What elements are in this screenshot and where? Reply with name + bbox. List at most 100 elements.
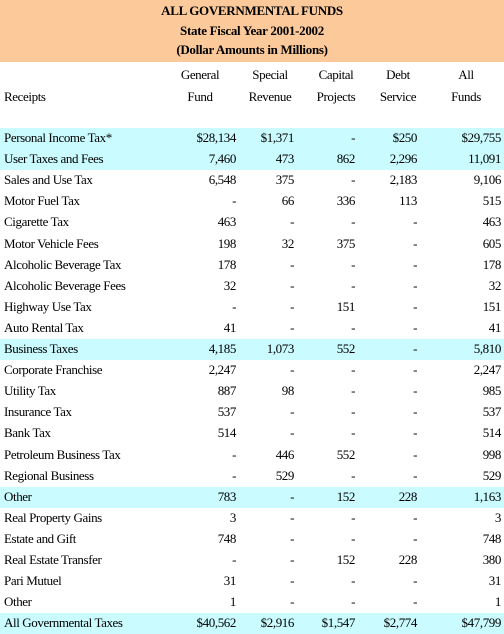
cell: - xyxy=(351,256,355,272)
row-label: Highway Use Tax xyxy=(4,298,92,314)
cell: - xyxy=(290,530,294,546)
cell: 514 xyxy=(217,425,237,441)
cell: - xyxy=(413,319,417,335)
table-row: Motor Fuel Tax - 66 336 113 515 xyxy=(0,191,504,212)
cell: 375 xyxy=(336,235,356,251)
cell: - xyxy=(351,362,355,378)
cell: 178 xyxy=(482,256,502,272)
cell: - xyxy=(351,214,355,230)
cell: 66 xyxy=(281,193,295,209)
column-header: Debt xyxy=(386,67,410,82)
cell: 5,810 xyxy=(473,341,502,356)
row-label: Business Taxes xyxy=(4,341,78,356)
table-row: User Taxes and Fees 7,460 473 862 2,296 11,09… xyxy=(0,149,504,171)
cell: $29,755 xyxy=(461,130,502,145)
column-header: All xyxy=(458,67,474,82)
column-header: Funds xyxy=(451,89,481,104)
cell: 41 xyxy=(488,319,502,335)
cell: - xyxy=(232,193,236,209)
cell: 152 xyxy=(336,552,356,567)
cell: - xyxy=(232,446,236,462)
row-label: Bank Tax xyxy=(4,425,51,441)
cell: 2,247 xyxy=(208,362,237,378)
row-label: User Taxes and Fees xyxy=(4,151,104,167)
cell: 463 xyxy=(482,214,502,230)
cell: 1,073 xyxy=(266,341,295,356)
cell: - xyxy=(413,214,417,230)
cell: 31 xyxy=(488,573,502,589)
cell: 3 xyxy=(229,509,237,525)
cell: - xyxy=(351,573,355,589)
cell: 152 xyxy=(336,488,356,504)
row-label: All Governmental Taxes xyxy=(4,615,123,631)
cell: - xyxy=(413,404,417,420)
cell: 529 xyxy=(275,467,295,483)
subtitle: State Fiscal Year 2001-2002 xyxy=(180,23,324,38)
table-row: Petroleum Business Tax - 446 552 - 998 xyxy=(0,445,504,466)
cell: - xyxy=(413,446,417,462)
cell: 2,183 xyxy=(389,172,418,188)
cell: 98 xyxy=(281,383,295,399)
cell: - xyxy=(351,425,355,441)
row-label: Real Property Gains xyxy=(4,509,102,525)
cell: - xyxy=(413,362,417,378)
row-label: Other xyxy=(4,594,32,610)
cell: $2,774 xyxy=(383,615,418,631)
cell: - xyxy=(413,383,417,399)
cell: - xyxy=(290,594,294,610)
cell: - xyxy=(413,341,417,356)
cell: - xyxy=(351,277,355,293)
row-label: Insurance Tax xyxy=(4,404,72,420)
cell: - xyxy=(232,467,236,483)
cell: 529 xyxy=(482,467,502,483)
cell: 11,091 xyxy=(468,151,501,167)
table-row: Insurance Tax 537 - - - 537 xyxy=(0,402,504,423)
cell: 9,106 xyxy=(473,172,502,188)
row-label: Alcoholic Beverage Tax xyxy=(4,256,122,272)
column-header: Receipts xyxy=(4,89,46,104)
table-row: Utility Tax 887 98 - - 985 xyxy=(0,381,504,402)
cell: - xyxy=(413,235,417,251)
cell: 32 xyxy=(488,277,502,293)
cell: - xyxy=(351,319,355,335)
cell: $1,371 xyxy=(260,130,295,145)
cell: - xyxy=(290,573,294,589)
cell: 228 xyxy=(398,488,418,504)
cell: 228 xyxy=(398,552,418,567)
table-row: Real Property Gains 3 - - - 3 xyxy=(0,508,504,529)
cell: 1 xyxy=(229,594,237,610)
cell: - xyxy=(413,573,417,589)
row-label: Auto Rental Tax xyxy=(4,319,84,335)
cell: 380 xyxy=(482,552,502,567)
cell: - xyxy=(413,298,417,314)
cell: - xyxy=(413,256,417,272)
cell: 985 xyxy=(482,383,502,399)
table-row: Highway Use Tax - - 151 - 151 xyxy=(0,297,504,318)
table-row: Personal Income Tax* $28,134 $1,371 - $250 $2… xyxy=(0,128,504,150)
cell: 2,296 xyxy=(389,151,418,167)
table-row: Other 783 - 152 228 1,163 xyxy=(0,486,504,508)
row-label: Corporate Franchise xyxy=(4,362,103,378)
row-label: Alcoholic Beverage Fees xyxy=(4,277,126,293)
column-header: Projects xyxy=(316,89,356,104)
cell: - xyxy=(351,383,355,399)
cell: - xyxy=(290,552,294,567)
cell: - xyxy=(290,298,294,314)
table-row: Motor Vehicle Fees 198 32 375 - 605 xyxy=(0,234,504,255)
cell: 3 xyxy=(494,509,502,525)
cell: - xyxy=(290,319,294,335)
table-row: Auto Rental Tax 41 - - - 41 xyxy=(0,318,504,339)
cell: - xyxy=(232,298,236,314)
row-label: Utility Tax xyxy=(4,383,56,399)
cell: 32 xyxy=(281,235,295,251)
row-label: Pari Mutuel xyxy=(4,573,62,589)
cell: 463 xyxy=(217,214,237,230)
cell: 32 xyxy=(223,277,237,293)
cell: - xyxy=(351,130,355,145)
column-header: General xyxy=(180,67,220,82)
cell: 41 xyxy=(223,319,237,335)
table-row: Other 1 - - - 1 xyxy=(0,592,504,613)
cell: - xyxy=(290,425,294,441)
row-label: Motor Vehicle Fees xyxy=(4,235,99,251)
